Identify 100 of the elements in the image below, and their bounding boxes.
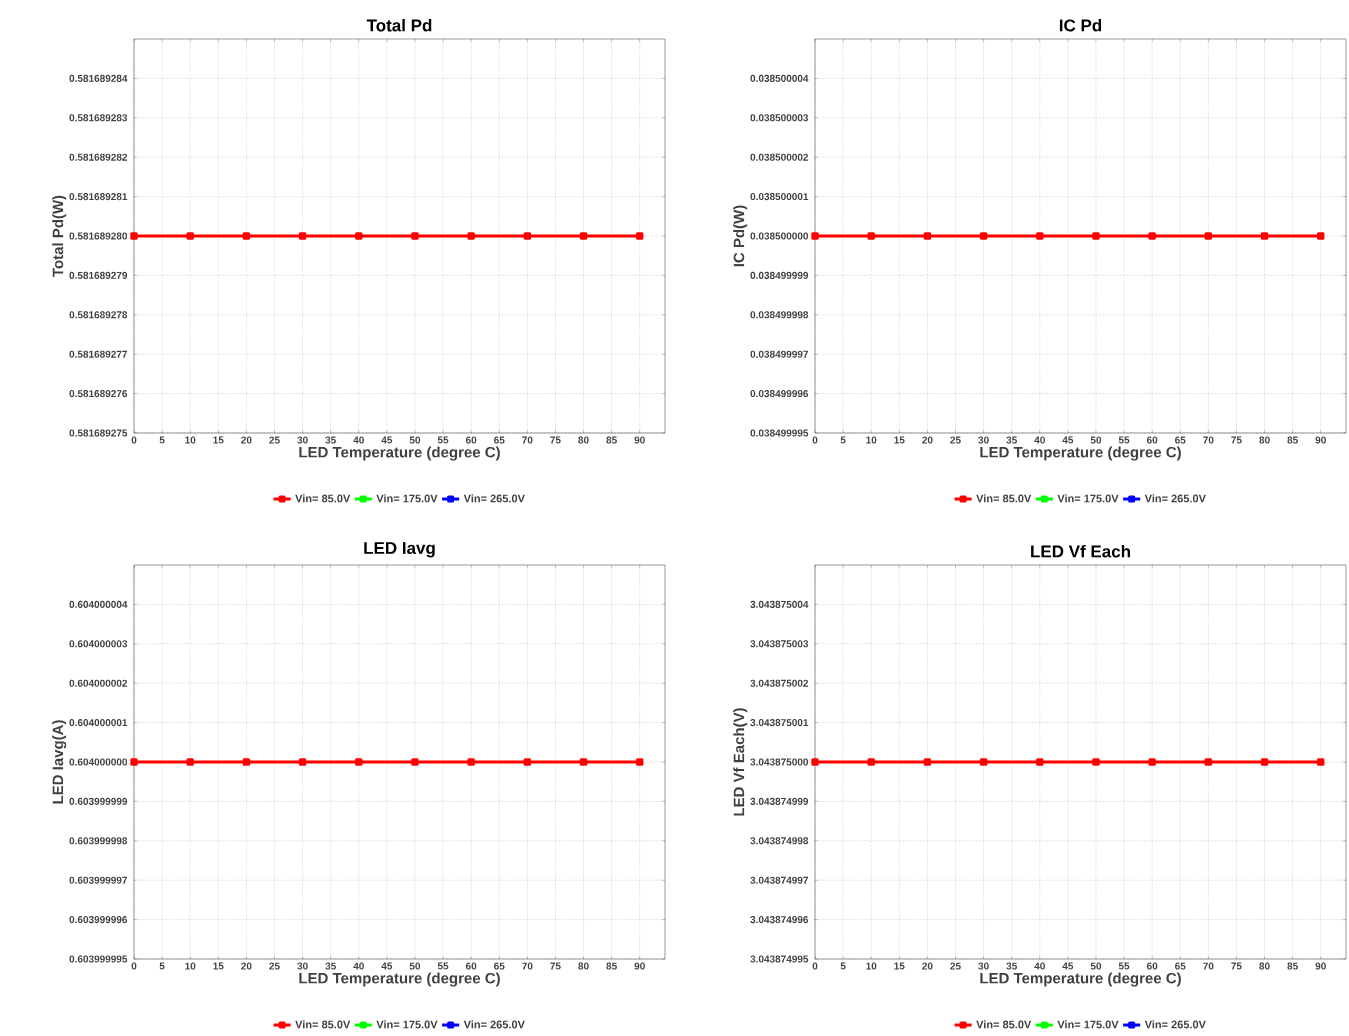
x-tick-label: 30 — [297, 436, 308, 444]
x-tick-label: 50 — [1090, 962, 1102, 970]
y-tick-label: 0.603999996 — [69, 916, 128, 924]
y-tick-label: 0.581689277 — [69, 350, 128, 358]
y-axis-title: LED Iavg(A) — [52, 720, 67, 804]
legend-label: Vin= 175.0V — [1057, 494, 1119, 503]
x-tick-label: 25 — [950, 962, 961, 970]
y-tick-label: 3.043874995 — [750, 955, 809, 963]
y-tick-label: 0.603999998 — [69, 837, 128, 845]
x-tick-label: 15 — [213, 962, 224, 970]
x-tick-label: 40 — [1034, 436, 1045, 444]
chart-title: LED Iavg — [364, 542, 435, 558]
x-tick-label: 70 — [522, 436, 533, 444]
x-tick-label: 75 — [550, 962, 561, 970]
y-axis-title: Total Pd(W) — [52, 195, 67, 277]
x-tick-label: 80 — [1259, 962, 1270, 970]
x-tick-label: 15 — [894, 436, 905, 444]
x-axis-title: LED Temperature (degree C) — [299, 972, 500, 987]
legend-label: Vin= 85.0V — [295, 494, 351, 503]
x-tick-label: 40 — [353, 436, 364, 444]
x-tick-label: 0 — [131, 436, 137, 444]
y-tick-label: 0.604000000 — [69, 758, 128, 766]
y-tick-label: 0.581689279 — [69, 271, 128, 279]
x-tick-label: 40 — [353, 962, 364, 970]
x-tick-label: 25 — [950, 436, 961, 444]
x-tick-label: 90 — [634, 436, 645, 444]
x-tick-label: 30 — [978, 962, 989, 970]
x-tick-label: 85 — [606, 436, 617, 444]
y-tick-label: 3.043874999 — [750, 797, 809, 805]
x-tick-label: 80 — [1259, 436, 1270, 444]
legend-label: Vin= 265.0V — [1144, 494, 1206, 503]
x-tick-label: 65 — [494, 962, 505, 970]
x-tick-label: 85 — [606, 962, 617, 970]
y-tick-label: 0.604000002 — [69, 679, 128, 687]
y-tick-label: 0.581689275 — [69, 429, 128, 437]
chart-title: LED Vf Each — [1031, 544, 1130, 558]
x-axis-title: LED Temperature (degree C) — [980, 972, 1181, 987]
x-tick-label: 65 — [494, 436, 505, 444]
x-tick-label: 65 — [1175, 436, 1186, 444]
x-tick-label: 25 — [269, 962, 280, 970]
x-tick-label: 60 — [1146, 436, 1158, 444]
y-tick-label: 0.038500002 — [750, 153, 809, 161]
y-axis-title: LED Vf Each(V) — [733, 708, 748, 816]
y-tick-label: 3.043875002 — [750, 679, 809, 687]
x-tick-label: 50 — [409, 436, 421, 444]
x-tick-label: 55 — [1118, 962, 1130, 970]
legend-label: Vin= 85.0V — [295, 1020, 351, 1029]
y-tick-label: 0.581689278 — [69, 311, 128, 319]
y-tick-label: 0.603999997 — [69, 876, 128, 884]
x-tick-label: 20 — [922, 962, 933, 970]
y-tick-label: 0.038499996 — [750, 390, 809, 398]
y-tick-label: 3.043874998 — [750, 837, 809, 845]
y-tick-label: 0.038499998 — [750, 311, 809, 319]
x-tick-label: 5 — [840, 962, 846, 970]
y-tick-label: 3.043875003 — [750, 640, 809, 648]
y-tick-label: 0.038499997 — [750, 350, 809, 358]
x-tick-label: 75 — [1231, 436, 1242, 444]
y-tick-label: 0.038500000 — [750, 232, 809, 240]
x-tick-label: 35 — [325, 436, 336, 444]
x-tick-label: 10 — [866, 436, 877, 444]
x-tick-label: 10 — [866, 962, 877, 970]
x-tick-label: 45 — [1062, 436, 1074, 444]
y-tick-label: 0.038499995 — [750, 429, 809, 437]
x-tick-label: 20 — [241, 436, 252, 444]
x-tick-label: 15 — [894, 962, 905, 970]
x-tick-label: 25 — [269, 436, 280, 444]
chart-title: IC Pd — [1059, 18, 1102, 32]
x-tick-label: 40 — [1034, 962, 1045, 970]
legend-label: Vin= 85.0V — [976, 1020, 1032, 1029]
x-tick-label: 90 — [1315, 436, 1326, 444]
y-tick-label: 3.043875001 — [750, 719, 809, 727]
x-tick-label: 15 — [213, 436, 224, 444]
x-tick-label: 65 — [1175, 962, 1186, 970]
x-tick-label: 90 — [1315, 962, 1326, 970]
y-tick-label: 0.581689283 — [69, 114, 128, 122]
y-axis-title: IC Pd(W) — [733, 205, 748, 267]
chart-title: Total Pd — [366, 18, 432, 32]
legend-label: Vin= 175.0V — [1057, 1020, 1119, 1029]
y-tick-label: 0.604000003 — [69, 640, 128, 648]
y-tick-label: 3.043874996 — [750, 916, 809, 924]
x-tick-label: 75 — [550, 436, 561, 444]
x-tick-label: 55 — [437, 962, 449, 970]
x-axis-title: LED Temperature (degree C) — [980, 446, 1181, 461]
x-tick-label: 45 — [381, 436, 393, 444]
x-tick-label: 80 — [578, 962, 589, 970]
x-tick-label: 10 — [185, 962, 196, 970]
legend-label: Vin= 265.0V — [463, 494, 525, 503]
x-tick-label: 35 — [1006, 436, 1017, 444]
y-tick-label: 0.604000001 — [69, 719, 128, 727]
y-tick-label: 0.038500001 — [750, 193, 809, 201]
x-tick-label: 70 — [1203, 962, 1214, 970]
y-tick-label: 0.604000004 — [69, 600, 128, 608]
legend-label: Vin= 175.0V — [376, 1020, 438, 1029]
x-tick-label: 5 — [159, 436, 165, 444]
y-tick-label: 0.603999995 — [69, 955, 128, 963]
x-tick-label: 35 — [1006, 962, 1017, 970]
x-tick-label: 70 — [1203, 436, 1214, 444]
x-tick-label: 60 — [465, 962, 477, 970]
x-tick-label: 30 — [297, 962, 308, 970]
x-tick-label: 60 — [465, 436, 477, 444]
